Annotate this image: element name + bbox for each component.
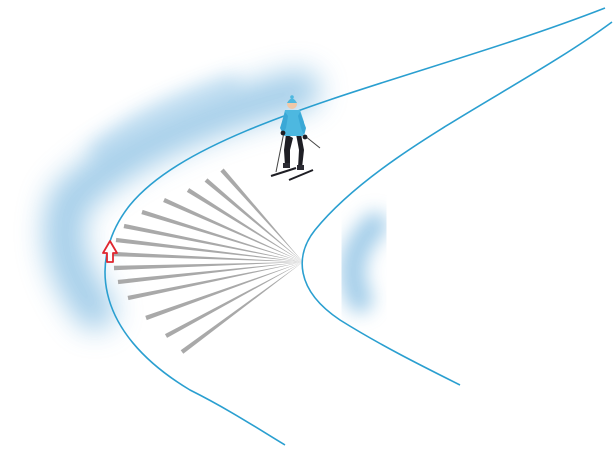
force-ray-fan [111, 168, 304, 354]
force-ray [115, 237, 303, 262]
force-ray [180, 262, 303, 354]
outer-track-line [104, 7, 606, 446]
force-ray [117, 262, 303, 285]
force-ray [145, 262, 303, 321]
force-ray [127, 262, 304, 301]
force-ray [164, 262, 303, 338]
force-ray [186, 188, 303, 262]
outer-snow-shadow [43, 70, 320, 330]
force-ray [163, 197, 303, 262]
force-ray [111, 251, 304, 262]
up-arrow-icon [102, 240, 118, 263]
force-ray [204, 178, 303, 262]
skier-figure [270, 95, 321, 181]
force-ray [220, 168, 303, 262]
inner-snow-shadow [339, 212, 388, 313]
force-ray [123, 223, 304, 262]
force-ray [141, 209, 303, 262]
inner-track-line [301, 21, 613, 386]
force-ray [113, 262, 303, 271]
